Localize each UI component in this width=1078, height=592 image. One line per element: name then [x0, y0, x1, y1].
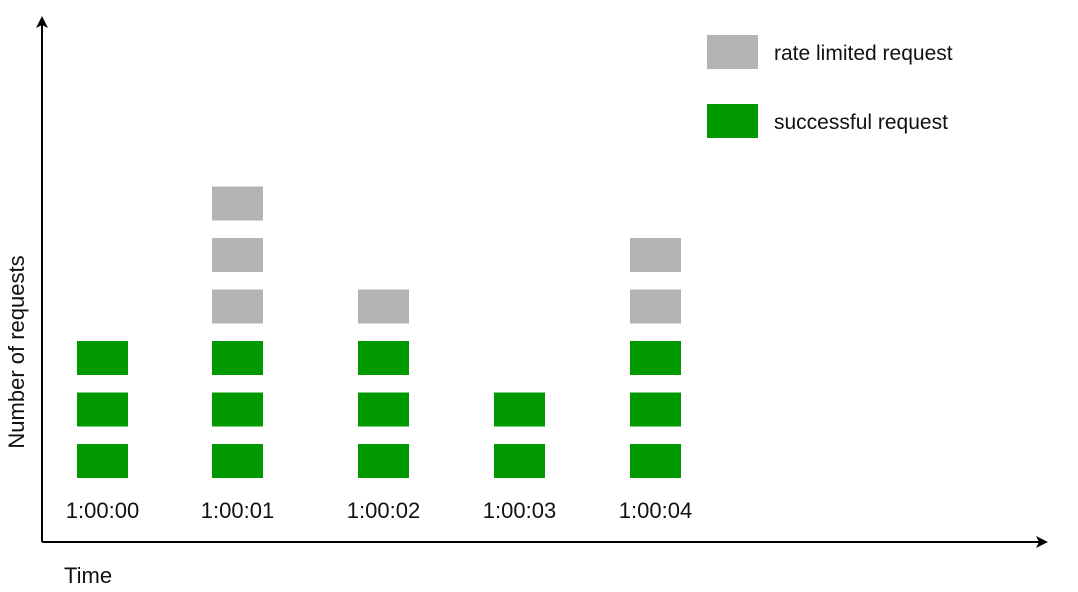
x-tick-label: 1:00:02	[347, 498, 420, 523]
legend-swatch-successful	[707, 104, 758, 138]
legend-swatch-rate-limited	[707, 35, 758, 69]
block-rate-limited-1-00-01-1	[212, 289, 263, 324]
block-rate-limited-1-00-02-1	[358, 289, 409, 324]
block-rate-limited-1-00-01-2	[212, 238, 263, 272]
block-successful-1-00-02-2	[358, 392, 409, 427]
block-successful-1-00-04-2	[630, 392, 681, 427]
block-rate-limited-1-00-04-2	[630, 238, 681, 272]
block-successful-1-00-02-3	[358, 341, 409, 375]
block-successful-1-00-00-2	[77, 392, 128, 427]
block-successful-1-00-03-2	[494, 392, 545, 427]
request-blocks	[77, 186, 681, 478]
legend: rate limited request successful request	[707, 35, 953, 138]
x-axis-label: Time	[64, 563, 112, 588]
block-successful-1-00-03-1	[494, 444, 545, 478]
block-successful-1-00-01-2	[212, 392, 263, 427]
x-tick-label: 1:00:01	[201, 498, 274, 523]
x-tick-labels: 1:00:00 1:00:01 1:00:02 1:00:03 1:00:04	[66, 498, 692, 523]
block-successful-1-00-01-3	[212, 341, 263, 375]
x-tick-label: 1:00:03	[483, 498, 556, 523]
block-successful-1-00-04-1	[630, 444, 681, 478]
block-successful-1-00-00-1	[77, 444, 128, 478]
x-tick-label: 1:00:04	[619, 498, 692, 523]
block-successful-1-00-02-1	[358, 444, 409, 478]
legend-label-successful: successful request	[774, 111, 948, 134]
legend-label-rate-limited: rate limited request	[774, 42, 953, 65]
block-successful-1-00-01-1	[212, 444, 263, 478]
block-successful-1-00-04-3	[630, 341, 681, 375]
block-rate-limited-1-00-01-3	[212, 186, 263, 221]
y-axis-label: Number of requests	[4, 255, 29, 448]
block-successful-1-00-00-3	[77, 341, 128, 375]
block-rate-limited-1-00-04-1	[630, 289, 681, 324]
x-tick-label: 1:00:00	[66, 498, 139, 523]
